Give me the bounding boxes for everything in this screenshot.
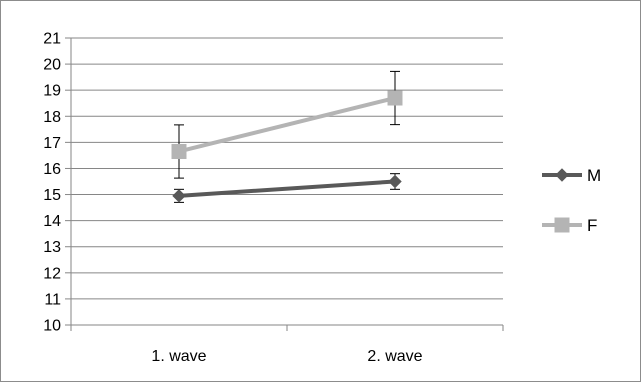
y-tick-label: 18 [43, 109, 61, 126]
legend-marker-F [554, 217, 570, 233]
legend: MF [542, 166, 601, 235]
x-tick-label: 2. wave [367, 348, 422, 365]
y-tick-label: 20 [43, 57, 61, 74]
data-point-F [387, 90, 403, 106]
y-tick-label: 14 [43, 213, 61, 230]
y-tick-label: 10 [43, 318, 61, 335]
axes: 10 11 12 13 14 15 16 17 18 19 20 21 1. wave 2. wave [43, 31, 504, 365]
gridlines [71, 37, 503, 300]
series-plot [171, 70, 403, 203]
x-tick-label: 1. wave [151, 348, 206, 365]
data-point-F [171, 143, 187, 159]
y-tick-label: 16 [43, 161, 61, 178]
legend-label-F: F [587, 216, 597, 235]
y-tick-label: 11 [44, 291, 61, 308]
series-line-F [178, 96, 396, 154]
y-tick-label: 19 [43, 83, 61, 100]
series-line-M [178, 179, 396, 198]
data-point-M [172, 189, 186, 203]
legend-marker-M [555, 168, 569, 182]
y-tick-label: 13 [43, 239, 61, 256]
legend-label-M: M [587, 166, 601, 185]
y-tick-label: 12 [43, 265, 61, 282]
y-tick-label: 21 [43, 31, 61, 48]
data-point-M [388, 174, 402, 189]
y-tick-label: 15 [43, 187, 61, 204]
y-tick-label: 17 [43, 135, 61, 152]
